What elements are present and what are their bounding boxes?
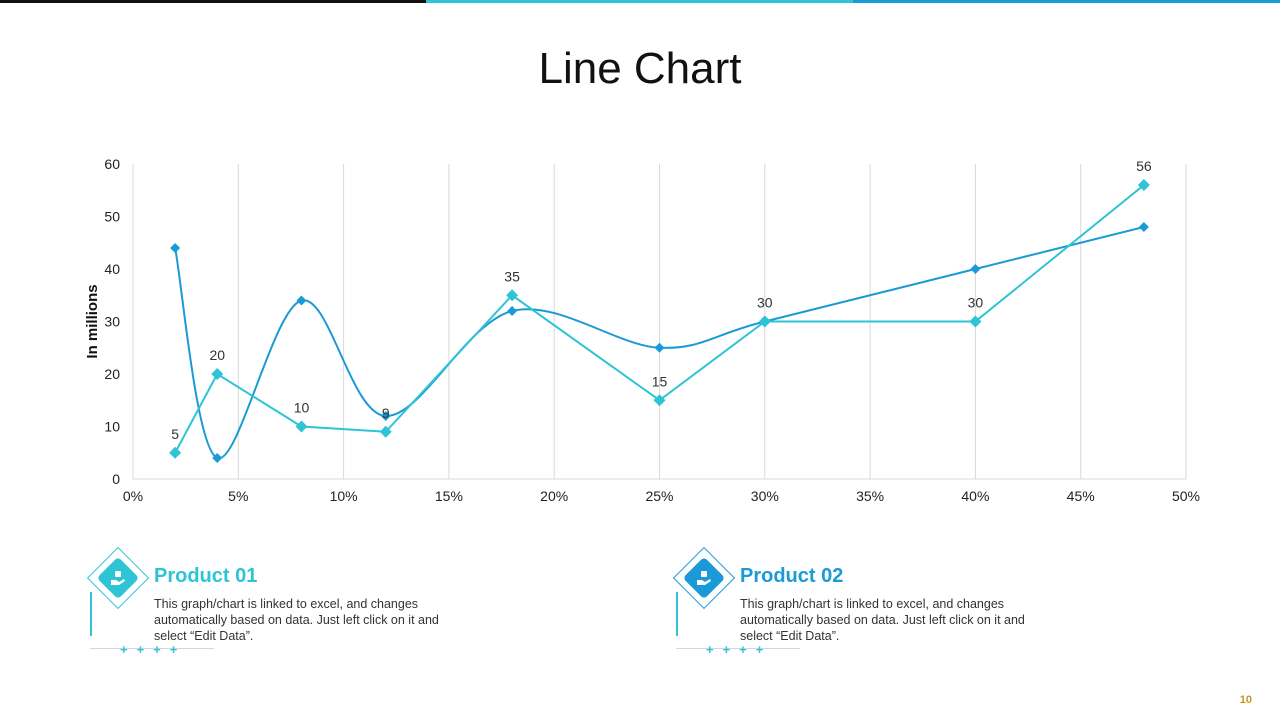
line-chart[interactable]: 0% 5% 10% 15% 20% 25% 30% 35% 40% 45% 50% 0 10 20 30 40… (0, 140, 1280, 520)
series-2-point (211, 368, 224, 380)
x-tick-label: 30% (751, 488, 779, 504)
y-tick-label: 10 (104, 419, 120, 435)
x-tick-label: 45% (1067, 488, 1095, 504)
page-number: 10 (1239, 694, 1252, 706)
decor-horizontal-line (676, 648, 800, 649)
series-2-point (1137, 179, 1150, 191)
x-tick-label: 0% (123, 488, 143, 504)
data-label: 10 (294, 400, 310, 416)
y-axis-title: In millions (84, 284, 101, 358)
series-1-point (380, 411, 391, 421)
x-tick-label: 25% (645, 488, 673, 504)
series-1-point (170, 243, 181, 253)
x-tick-label: 50% (1172, 488, 1200, 504)
series-2-point (969, 315, 982, 328)
x-tick-label: 20% (540, 488, 568, 504)
y-tick-label: 50 (104, 209, 120, 225)
decor-plus-row: ++++ (120, 642, 187, 657)
top-accent-bar-blue (853, 0, 1280, 3)
x-tick-label: 35% (856, 488, 884, 504)
series-1-point (654, 342, 665, 353)
data-label: 30 (968, 295, 984, 311)
y-tick-label: 20 (104, 366, 120, 382)
data-label: 5 (171, 426, 179, 442)
y-tick-label: 60 (104, 156, 120, 172)
top-accent-bar-black (0, 0, 426, 3)
x-tick-label: 10% (330, 488, 358, 504)
series-1-line (174, 226, 1145, 460)
data-label: 30 (757, 295, 773, 311)
data-label: 20 (209, 347, 225, 363)
series-2-point (653, 394, 666, 407)
data-label: 35 (504, 268, 520, 284)
y-tick-label: 40 (104, 261, 120, 277)
product-card-01: Product 01 This graph/chart is linked to… (86, 546, 510, 660)
series-1-point (1138, 222, 1149, 232)
top-accent-bar-teal (426, 0, 853, 3)
series-2-point (295, 420, 308, 433)
decor-horizontal-line (90, 648, 214, 649)
series-1-point (507, 306, 518, 316)
product-title: Product 01 (154, 565, 258, 587)
decor-plus-row: ++++ (706, 642, 773, 657)
series-2-point (379, 425, 392, 438)
y-tick-label: 0 (112, 471, 120, 487)
slide-title: Line Chart (538, 44, 742, 94)
series-2-point (758, 315, 771, 328)
product-description: This graph/chart is linked to excel, and… (154, 597, 439, 643)
data-label: 56 (1136, 158, 1152, 174)
decor-vertical-line (676, 592, 678, 636)
product-title: Product 02 (740, 565, 844, 587)
series-1-point (970, 264, 981, 274)
decor-vertical-line (90, 592, 92, 636)
series-2-point (506, 289, 519, 302)
data-label: 9 (382, 405, 390, 421)
series-1-point (212, 453, 223, 463)
hand-cube-icon (697, 571, 711, 585)
x-tick-label: 5% (228, 488, 248, 504)
product-icon-badge (672, 546, 736, 610)
product-card-02: Product 02 This graph/chart is linked to… (672, 546, 1096, 660)
series-2-point (169, 446, 182, 459)
data-label: 15 (652, 373, 668, 389)
product-description: This graph/chart is linked to excel, and… (740, 597, 1025, 643)
x-tick-label: 40% (961, 488, 989, 504)
hand-cube-icon (111, 571, 125, 585)
series-1-point (296, 295, 307, 306)
product-icon-badge (86, 546, 150, 610)
y-tick-label: 30 (104, 314, 120, 330)
x-tick-label: 15% (435, 488, 463, 504)
